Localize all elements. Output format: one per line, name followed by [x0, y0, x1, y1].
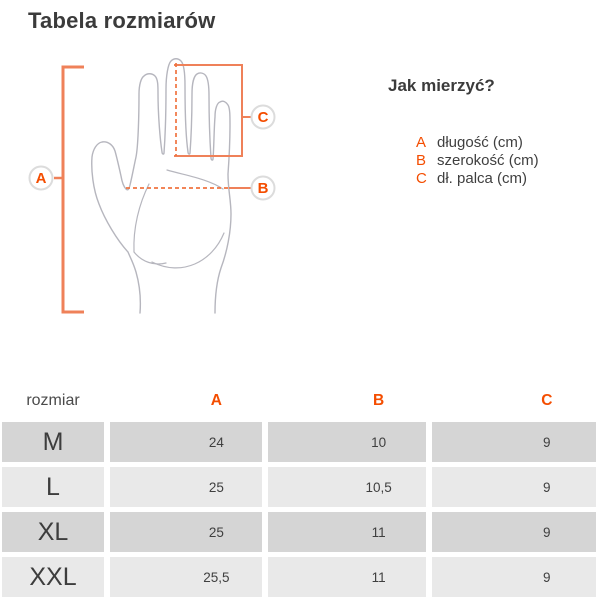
legend-label-a: długość (cm): [437, 133, 523, 151]
marker-circle-a: A: [28, 165, 54, 191]
value-a: 24: [110, 422, 262, 462]
measurement-box-c: [174, 63, 252, 157]
palm-crease-lines: [133, 169, 225, 269]
value-b: 11: [268, 512, 426, 552]
legend-item-c: C dł. palca (cm): [416, 169, 539, 187]
marker-letter-b: B: [258, 180, 269, 197]
value-b: 10: [268, 422, 426, 462]
legend-item-b: B szerokość (cm): [416, 151, 539, 169]
value-b: 10,5: [268, 467, 426, 507]
legend-label-b: szerokość (cm): [437, 151, 539, 169]
size-table: rozmiar A B C M 24 10 9 L 25 10,5 9 XL 2…: [2, 385, 598, 602]
value-c: 9: [432, 512, 596, 552]
table-row-m: M 24 10 9: [2, 422, 598, 462]
marker-letter-c: C: [258, 109, 269, 126]
value-a: 25,5: [110, 557, 262, 597]
legend-label-c: dł. palca (cm): [437, 169, 528, 187]
value-a: 25: [110, 467, 262, 507]
hand-measurement-diagram: A B C: [28, 58, 276, 314]
size-label: M: [2, 422, 104, 462]
size-label: XXL: [2, 557, 104, 597]
header-column-c: C: [541, 392, 553, 409]
value-c: 9: [432, 467, 596, 507]
legend-letter-b: B: [416, 151, 427, 169]
page-title: Tabela rozmiarów: [28, 8, 216, 33]
value-c: 9: [432, 422, 596, 462]
how-to-measure-title: Jak mierzyć?: [388, 76, 495, 95]
marker-circle-c: C: [250, 104, 276, 130]
size-table-header: rozmiar A B C: [2, 385, 598, 417]
value-a: 25: [110, 512, 262, 552]
table-row-xl: XL 25 11 9: [2, 512, 598, 552]
hand-outline-drawing: [91, 58, 232, 314]
value-b: 11: [268, 557, 426, 597]
marker-circle-b: B: [250, 175, 276, 201]
measure-legend: A długość (cm) B szerokość (cm) C dł. pa…: [416, 133, 539, 187]
measurement-bracket-a: [54, 65, 84, 314]
header-column-a: A: [210, 392, 222, 409]
legend-item-a: A długość (cm): [416, 133, 539, 151]
table-row-xxl: XXL 25,5 11 9: [2, 557, 598, 597]
size-label: XL: [2, 512, 104, 552]
header-column-b: B: [372, 392, 385, 409]
header-size-label: rozmiar: [26, 392, 80, 409]
legend-letter-a: A: [416, 133, 427, 151]
size-label: L: [2, 467, 104, 507]
marker-letter-a: A: [36, 170, 47, 187]
value-c: 9: [432, 557, 596, 597]
table-row-l: L 25 10,5 9: [2, 467, 598, 507]
legend-letter-c: C: [416, 169, 427, 187]
